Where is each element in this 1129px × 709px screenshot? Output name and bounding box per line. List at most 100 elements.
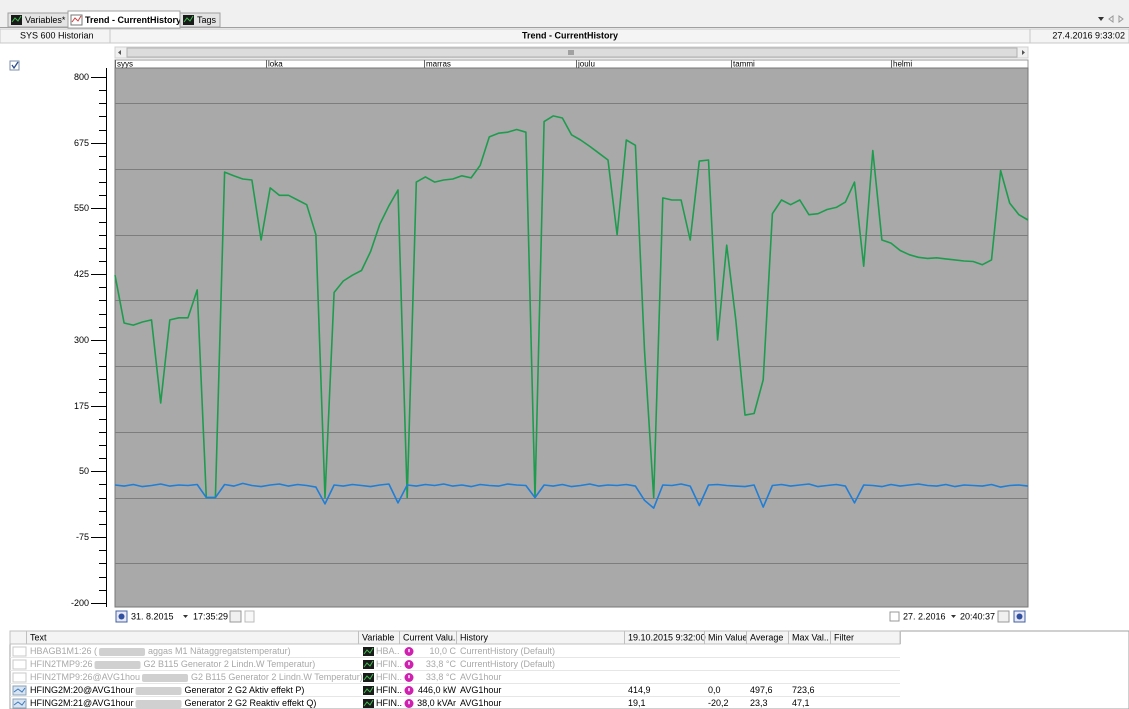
- variable: HFIN..: [376, 685, 402, 695]
- variable-icon-line: [363, 686, 374, 694]
- y-tick-label: 550: [74, 203, 89, 213]
- variable: HBA..: [376, 646, 400, 656]
- current-value: 33,8 °C: [426, 659, 457, 669]
- column-header[interactable]: Min Value: [708, 632, 747, 642]
- end-controls[interactable]: 27. 2.2016 20:40:37: [889, 610, 1026, 623]
- row-text: HBAGB1M1:26 (: [30, 646, 97, 656]
- month-label: tammi: [733, 60, 755, 69]
- trend-line: [114, 482, 1029, 509]
- stat-value: -20,2: [708, 698, 729, 708]
- variable: HFIN..: [376, 672, 402, 682]
- header-datetime: 27.4.2016 9:33:02: [1052, 30, 1125, 40]
- tab-label[interactable]: Trend - CurrentHistory: [85, 15, 181, 25]
- tab-label[interactable]: Tags: [197, 15, 217, 25]
- row-text: HFING2M:21@AVG1hour: [30, 698, 134, 708]
- variable-icon-line: [363, 699, 374, 707]
- plot-area: [114, 67, 1029, 608]
- variable: HFIN..: [376, 659, 402, 669]
- status-icon-mark: [408, 649, 410, 653]
- row-icon-line: [13, 700, 26, 706]
- current-value: 446,0 kW: [418, 685, 457, 695]
- table-row[interactable]: HFING2M:21@AVG1hour Generator 2 G2 Reakti…: [12, 698, 810, 709]
- variable: HFIN..: [376, 698, 402, 708]
- row-text: HFIN2TMP9:26@AVG1hou: [30, 672, 140, 682]
- header-left: SYS 600 Historian: [20, 30, 94, 40]
- start-date[interactable]: 31. 8.2015: [131, 611, 174, 621]
- column-header[interactable]: Variable: [362, 632, 394, 642]
- stat-value: 414,9: [628, 685, 651, 695]
- status-icon-mark: [408, 675, 410, 679]
- row-text: G2 B115 Generator 2 Lindn.W Temperatur): [144, 659, 316, 669]
- redacted: [94, 661, 141, 669]
- redacted: [135, 687, 182, 695]
- row-icon: [12, 646, 27, 657]
- end-date[interactable]: 27. 2.2016: [903, 611, 946, 621]
- month-label: helmi: [893, 60, 912, 69]
- row-text: aggas M1 Nätaggregatstemperatur): [148, 646, 291, 656]
- row-icon-line: [13, 687, 26, 693]
- stat-value: 19,1: [628, 698, 646, 708]
- current-value: 10,0 C: [429, 646, 456, 656]
- column-header[interactable]: History: [460, 632, 489, 642]
- month-label: syys: [117, 60, 133, 69]
- tab[interactable]: Variables*: [7, 12, 69, 28]
- column-header[interactable]: Filter: [834, 632, 854, 642]
- row-text: Generator 2 G2 Reaktiv effekt Q): [185, 698, 317, 708]
- row-icon: [12, 672, 27, 683]
- y-tick-label: 175: [74, 401, 89, 411]
- tab-nav[interactable]: [1098, 15, 1124, 23]
- y-tick-label: 800: [74, 72, 89, 82]
- column-header[interactable]: Text: [30, 632, 47, 642]
- variable-icon-line: [363, 647, 374, 655]
- status-icon-mark: [408, 688, 410, 692]
- stat-value: 497,6: [750, 685, 773, 695]
- row-text: G2 B115 Generator 2 Lindn.W Temperatur): [191, 672, 363, 682]
- tab[interactable]: Trend - CurrentHistory: [67, 10, 181, 29]
- y-tick-label: 50: [79, 466, 89, 476]
- history: CurrentHistory (Default): [460, 646, 555, 656]
- month-label: marras: [426, 60, 451, 69]
- stat-value: 723,6: [792, 685, 815, 695]
- tab-label[interactable]: Variables*: [25, 15, 66, 25]
- time-scrollbar[interactable]: [114, 46, 1029, 59]
- y-tick-label: 300: [74, 335, 89, 345]
- table-row[interactable]: HFING2M:20@AVG1hour Generator 2 G2 Aktiv …: [12, 685, 815, 696]
- history: AVG1hour: [460, 672, 501, 682]
- column-header[interactable]: Max Val..: [792, 632, 829, 642]
- end-time[interactable]: 20:40:37: [960, 611, 995, 621]
- redacted: [135, 700, 182, 708]
- row-text: HFING2M:20@AVG1hour: [30, 685, 134, 695]
- table-row[interactable]: HBAGB1M1:26 ( aggas M1 Nätaggregatstemper…: [12, 646, 555, 657]
- stat-value: 23,3: [750, 698, 768, 708]
- row-text: HFIN2TMP9:26: [30, 659, 93, 669]
- y-tick-label: -200: [71, 598, 89, 608]
- header-title: Trend - CurrentHistory: [522, 30, 618, 40]
- status-icon-mark: [408, 662, 410, 666]
- redacted: [142, 674, 189, 682]
- current-value: 38,0 kVAr: [417, 698, 456, 708]
- table-row[interactable]: HFIN2TMP9:26 G2 B115 Generator 2 Lindn.W …: [12, 659, 555, 670]
- header-bar: [0, 28, 1129, 44]
- row-icon: [12, 659, 27, 670]
- y-tick-label: -75: [76, 532, 89, 542]
- y-tick-label: 675: [74, 138, 89, 148]
- y-tick-label: 425: [74, 269, 89, 279]
- start-time[interactable]: 17:35:29: [193, 611, 228, 621]
- variable-icon-line: [363, 660, 374, 668]
- checkbox[interactable]: [9, 60, 20, 71]
- column-header[interactable]: 19.10.2015 9:32:00: [628, 632, 706, 642]
- tab[interactable]: Tags: [179, 12, 221, 28]
- trend-line: [114, 115, 1029, 499]
- history: AVG1hour: [460, 698, 501, 708]
- column-header[interactable]: Current Valu..: [403, 632, 458, 642]
- current-value: 33,8 °C: [426, 672, 457, 682]
- redacted: [99, 648, 146, 656]
- month-label: joulu: [577, 60, 595, 69]
- history: AVG1hour: [460, 685, 501, 695]
- variable-icon-line: [363, 673, 374, 681]
- column-header[interactable]: Average: [750, 632, 783, 642]
- start-controls[interactable]: 31. 8.2015 17:35:29: [115, 610, 255, 623]
- table-row[interactable]: HFIN2TMP9:26@AVG1hou G2 B115 Generator 2 …: [12, 672, 501, 683]
- history: CurrentHistory (Default): [460, 659, 555, 669]
